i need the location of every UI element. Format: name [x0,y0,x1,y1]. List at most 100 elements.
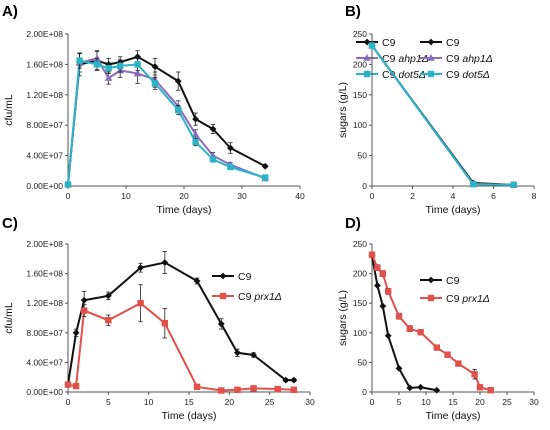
y-tick-label: 2.00E+08 [26,29,63,39]
data-point [250,351,257,359]
y-tick-label: 250 [353,29,367,39]
series-c9-prx1- [368,251,494,394]
y-tick-label: 1.60E+08 [26,269,63,279]
chart-panel-2: B) 0 50 100 150 200 250 0 2 4 6 8 Time (days) sugars … [337,3,537,216]
x-tick-label: 10 [121,191,131,201]
data-point [374,282,381,289]
data-point [93,61,101,68]
data-point [476,384,484,391]
data-point [64,181,72,188]
panel-label: B) [345,3,361,20]
legend-marker [219,272,227,280]
series-c9-prx1- [64,284,298,394]
data-point [218,387,225,394]
data-point [151,80,159,87]
y-tick-label: 0 [362,387,367,397]
data-point [209,125,217,133]
chart-panel-3: C) 0.00E+00 4.00E+07 8.00E+07 1.20E+08 1.60E+… [2,215,315,422]
legend-marker [363,38,371,46]
data-point [282,376,290,384]
data-point [395,313,403,320]
legend-label: C9 prx1Δ [446,293,490,305]
x-tick-label: 25 [265,397,275,407]
x-tick-label: 30 [529,397,539,407]
data-point [379,270,386,277]
y-tick-label: 0.00E+00 [26,387,63,397]
series-c9 [64,250,298,388]
data-point [161,259,169,266]
x-tick-label: 4 [451,191,456,201]
series-line [371,44,514,186]
x-axis-label: Time (days) [425,204,480,216]
data-point [444,351,451,358]
y-tick-label: 200 [353,59,367,69]
data-point [417,383,424,391]
data-point [262,174,269,181]
data-point [510,181,517,188]
x-tick-label: 6 [491,191,496,201]
data-point [151,63,159,71]
y-tick-label: 1.20E+08 [26,298,63,308]
data-point [175,106,182,114]
x-tick-label: 0 [66,397,71,407]
data-point [104,292,112,300]
data-point [64,381,72,388]
data-point [471,371,478,378]
legend-label: C9 ahp1Δ [446,53,493,65]
legend-marker [427,54,435,61]
x-tick-label: 20 [225,397,235,407]
data-point [137,300,144,307]
data-point [250,385,257,392]
x-tick-label: 5 [106,397,111,407]
data-point [105,65,112,72]
legend-label: C9 dot5Δ [382,69,426,81]
legend: C9 C9 ahp1Δ C9 dot5Δ [356,37,429,81]
data-point [395,364,403,372]
y-tick-label: 200 [353,269,367,279]
legend-marker [427,70,435,78]
data-point [234,386,241,393]
data-point [192,138,199,146]
data-point [379,302,387,310]
data-point [234,349,241,357]
data-point [72,329,80,337]
legend-marker [219,292,227,300]
data-point [104,74,113,81]
data-point [385,288,392,295]
y-axis-label: sugars (g/L) [337,290,349,346]
x-axis-label: Time (days) [161,410,216,422]
y-tick-label: 4.00E+07 [26,151,63,161]
data-point [455,360,462,367]
data-point [191,130,200,138]
series-line [67,55,266,185]
legend-label: C9 dot5Δ [446,69,490,81]
data-point [406,384,414,392]
legend-marker [427,294,435,302]
legend-label: C9 [382,37,396,49]
data-point [93,54,101,62]
x-tick-label: 10 [144,397,154,407]
data-point [80,307,88,314]
data-point [193,277,201,285]
data-point [80,296,88,304]
data-point [274,385,281,393]
x-tick-label: 10 [421,397,431,407]
series-line [67,302,294,392]
data-point [374,264,381,271]
data-point [76,57,83,64]
data-point [227,163,234,171]
data-point [406,325,413,332]
data-point [433,344,440,351]
series-line [67,261,294,385]
data-point [161,319,168,327]
data-point [217,320,225,328]
data-point [192,115,199,123]
x-tick-label: 5 [397,397,402,407]
y-tick-label: 50 [358,151,368,161]
data-point [72,382,80,390]
data-point [105,317,112,324]
data-point [117,62,124,70]
y-tick-label: 1.60E+08 [26,59,63,69]
y-axis-label: cfu/mL [3,302,15,334]
